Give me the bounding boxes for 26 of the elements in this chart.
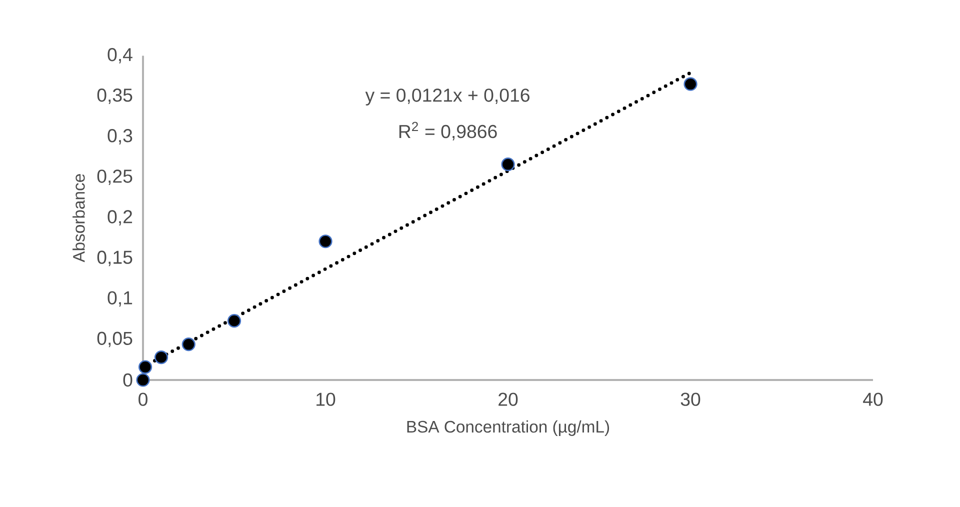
y-tick-label: 0,25 <box>97 170 132 186</box>
y-tick-label: 0,2 <box>108 210 132 226</box>
x-axis-title: BSA Concentration (µg/mL) <box>407 420 609 436</box>
point <box>154 350 168 364</box>
annotation: R$^{2}$ = 0,9866 <box>399 122 497 140</box>
x-tick-label: 20 <box>498 392 518 406</box>
y-tick-label: 0,15 <box>97 250 132 266</box>
point <box>684 77 698 91</box>
y-tick-label: 0,4 <box>108 48 132 64</box>
point <box>136 373 150 387</box>
y-tick-label: 0,05 <box>97 332 132 348</box>
point <box>182 338 196 352</box>
x-tick-label: 0 <box>138 392 148 406</box>
y-tick-label: 0 <box>123 373 132 387</box>
point <box>501 158 515 172</box>
y-tick-label: 0,35 <box>97 88 132 104</box>
point <box>138 360 152 374</box>
point <box>318 234 332 248</box>
x-tick-label: 10 <box>316 392 336 406</box>
y-axis-title: Absorbance <box>72 174 85 262</box>
x-tick-label: 30 <box>680 392 700 406</box>
annotation: y = 0,0121x + 0,016 <box>365 88 530 106</box>
x-tick-label: 40 <box>863 392 883 406</box>
y-tick-label: 0,1 <box>108 291 132 307</box>
y-tick-label: 0,3 <box>108 129 132 144</box>
point <box>227 314 242 328</box>
